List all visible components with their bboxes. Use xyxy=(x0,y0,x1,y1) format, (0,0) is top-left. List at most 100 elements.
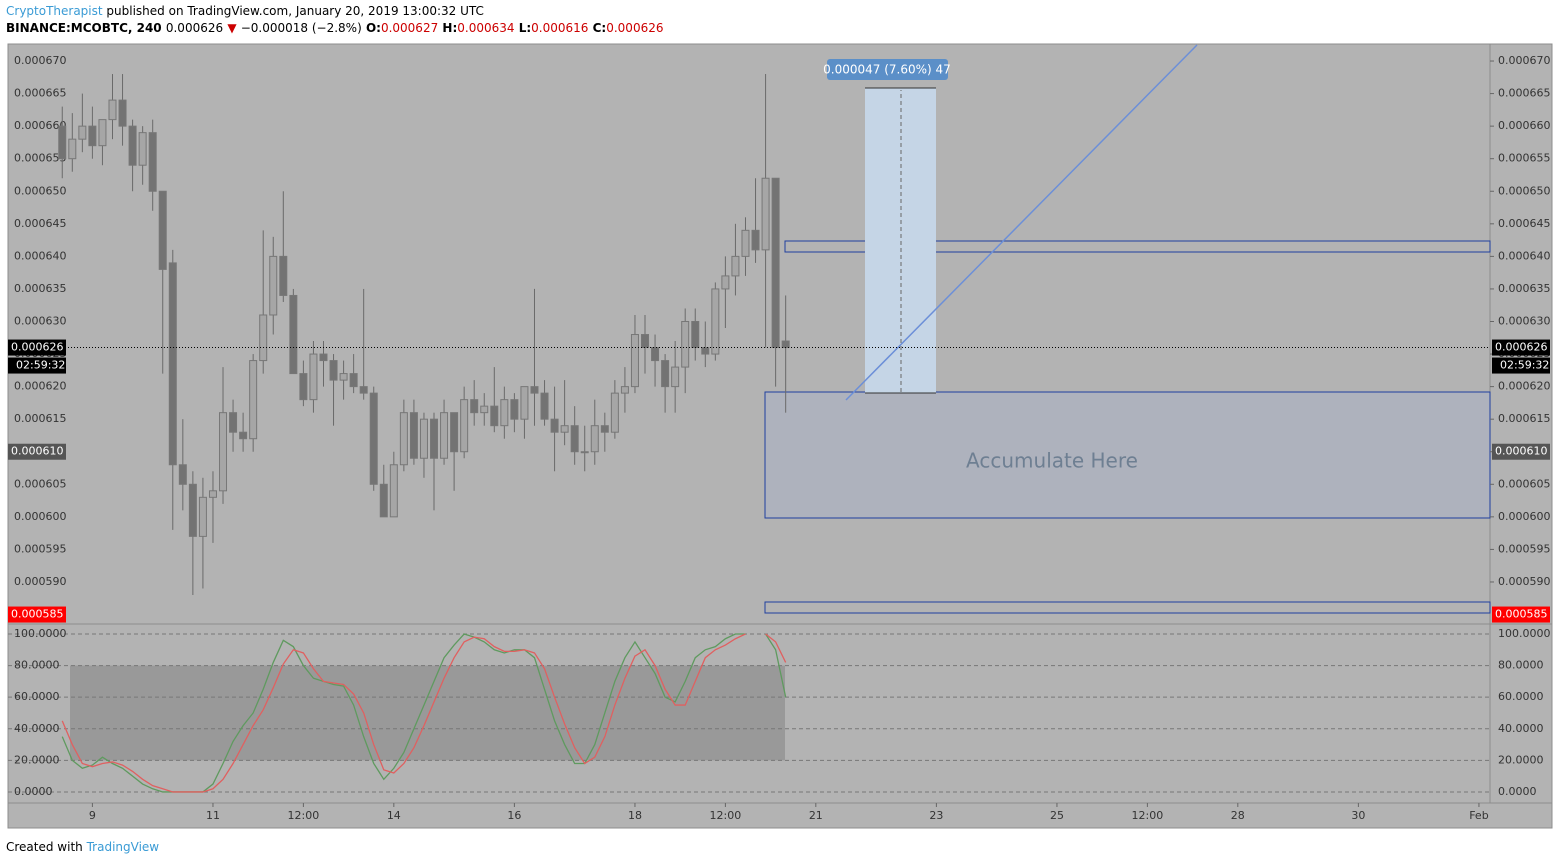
candle-body xyxy=(309,353,318,401)
footer: Created with TradingView xyxy=(6,840,159,854)
candle-body xyxy=(229,412,238,433)
indicator-tick-label: 100.0000 xyxy=(14,627,67,640)
candle-body xyxy=(540,392,549,420)
y-tick-label-right: 0.000590 xyxy=(1498,575,1551,588)
candle-body xyxy=(570,425,579,453)
published: published on TradingView.com, January 20… xyxy=(106,4,484,18)
y-tick-label-right: 0.000670 xyxy=(1498,54,1551,67)
y-tick-label: 0.000620 xyxy=(14,380,67,393)
x-tick-label: 12:00 xyxy=(710,809,742,822)
candle-body xyxy=(178,464,187,485)
y-tick-label-right: 0.000620 xyxy=(1498,380,1551,393)
indicator-tick-label-right: 80.0000 xyxy=(1498,659,1544,672)
candle-body xyxy=(500,399,509,427)
candle-body xyxy=(580,451,589,454)
c: 0.000626 xyxy=(606,21,664,35)
candle-body xyxy=(781,340,790,349)
h-label: H: xyxy=(442,21,458,35)
y-tick-label-right: 0.000650 xyxy=(1498,184,1551,197)
trend-line xyxy=(845,44,1198,401)
last: 0.000626 xyxy=(165,21,224,35)
candle-body xyxy=(108,99,117,121)
y-tick-label: 0.000615 xyxy=(14,412,67,425)
x-tick-label: 16 xyxy=(507,809,521,822)
candle-body xyxy=(600,425,609,433)
candle-body xyxy=(239,431,248,440)
candle-body xyxy=(430,418,439,459)
current-price-label: 0.000626 xyxy=(11,341,64,354)
candle-body xyxy=(671,366,680,388)
symbol: BINANCE:MCOBTC, 240 xyxy=(6,21,162,35)
countdown-bg xyxy=(1492,357,1550,374)
price-marker-bg xyxy=(1492,443,1550,460)
candle-body xyxy=(480,405,489,414)
indicator-line xyxy=(765,633,787,663)
indicator-tick-label-right: 100.0000 xyxy=(1498,627,1551,640)
y-tick-label-right: 0.000605 xyxy=(1498,477,1551,490)
c-label: C: xyxy=(592,21,607,35)
x-tick-label: 25 xyxy=(1050,809,1064,822)
candle-body xyxy=(440,412,449,459)
candle-body xyxy=(651,347,660,362)
candle-body xyxy=(319,353,328,362)
countdown-label: 02:59:32 xyxy=(1500,359,1549,372)
indicator-tick-label: 20.0000 xyxy=(14,753,60,766)
candle-body xyxy=(128,125,137,166)
candle-body xyxy=(98,119,107,147)
candle-body xyxy=(620,386,629,394)
candle-body xyxy=(641,334,650,349)
candle-body xyxy=(771,177,780,349)
indicator-tick-label-right: 60.0000 xyxy=(1498,690,1544,703)
y-tick-label: 0.000655 xyxy=(14,152,67,165)
candle-body xyxy=(88,125,97,147)
candle-body xyxy=(510,399,519,420)
price-marker-bg xyxy=(8,606,66,623)
candle-body xyxy=(269,255,278,316)
candle-body xyxy=(399,412,408,466)
candle-body xyxy=(219,412,228,492)
candle-body xyxy=(751,229,760,251)
x-tick-label: 21 xyxy=(809,809,823,822)
h: 0.000634 xyxy=(457,21,515,35)
candle-body xyxy=(741,229,750,257)
brand[interactable]: TradingView xyxy=(86,840,160,854)
o-label: O: xyxy=(365,21,381,35)
candle-body xyxy=(681,320,690,368)
candle-body xyxy=(279,255,288,296)
y-tick-label-right: 0.000665 xyxy=(1498,87,1551,100)
y-tick-label-right: 0.000615 xyxy=(1498,412,1551,425)
author[interactable]: CryptoTherapist xyxy=(6,4,103,18)
x-tick-label: 28 xyxy=(1231,809,1245,822)
candle-body xyxy=(761,177,770,251)
candle-body xyxy=(610,392,619,433)
x-tick-label: 12:00 xyxy=(1132,809,1164,822)
y-tick-label: 0.000590 xyxy=(14,575,67,588)
countdown-label: 02:59:32 xyxy=(16,359,65,372)
x-tick-label: 18 xyxy=(628,809,642,822)
price-marker-label: 0.000610 xyxy=(11,445,64,458)
x-tick-label: 11 xyxy=(206,809,220,822)
header-line-1: CryptoTherapist published on TradingView… xyxy=(6,4,484,18)
candle-body xyxy=(661,360,670,388)
y-tick-label-right: 0.000600 xyxy=(1498,510,1551,523)
y-tick-label-right: 0.000645 xyxy=(1498,217,1551,230)
candle-body xyxy=(490,405,499,427)
candle-body xyxy=(721,275,730,290)
current-price-bg xyxy=(8,339,66,356)
candle-body xyxy=(158,190,167,270)
measure-label-bg xyxy=(827,59,948,80)
candle-body xyxy=(630,334,639,388)
price-marker-label: 0.000585 xyxy=(11,608,64,621)
candle-body xyxy=(550,418,559,433)
y-tick-label: 0.000660 xyxy=(14,119,67,132)
candle-body xyxy=(450,412,459,453)
x-tick-label: 23 xyxy=(929,809,943,822)
candle-body xyxy=(530,386,539,394)
y-tick-label: 0.000640 xyxy=(14,249,67,262)
measure-label: 0.000047 (7.60%) 47 xyxy=(823,63,951,77)
candle-body xyxy=(168,262,177,466)
current-price-bg xyxy=(1492,339,1550,356)
candle-body xyxy=(58,125,67,160)
candle-body xyxy=(349,373,358,388)
y-tick-label: 0.000665 xyxy=(14,87,67,100)
